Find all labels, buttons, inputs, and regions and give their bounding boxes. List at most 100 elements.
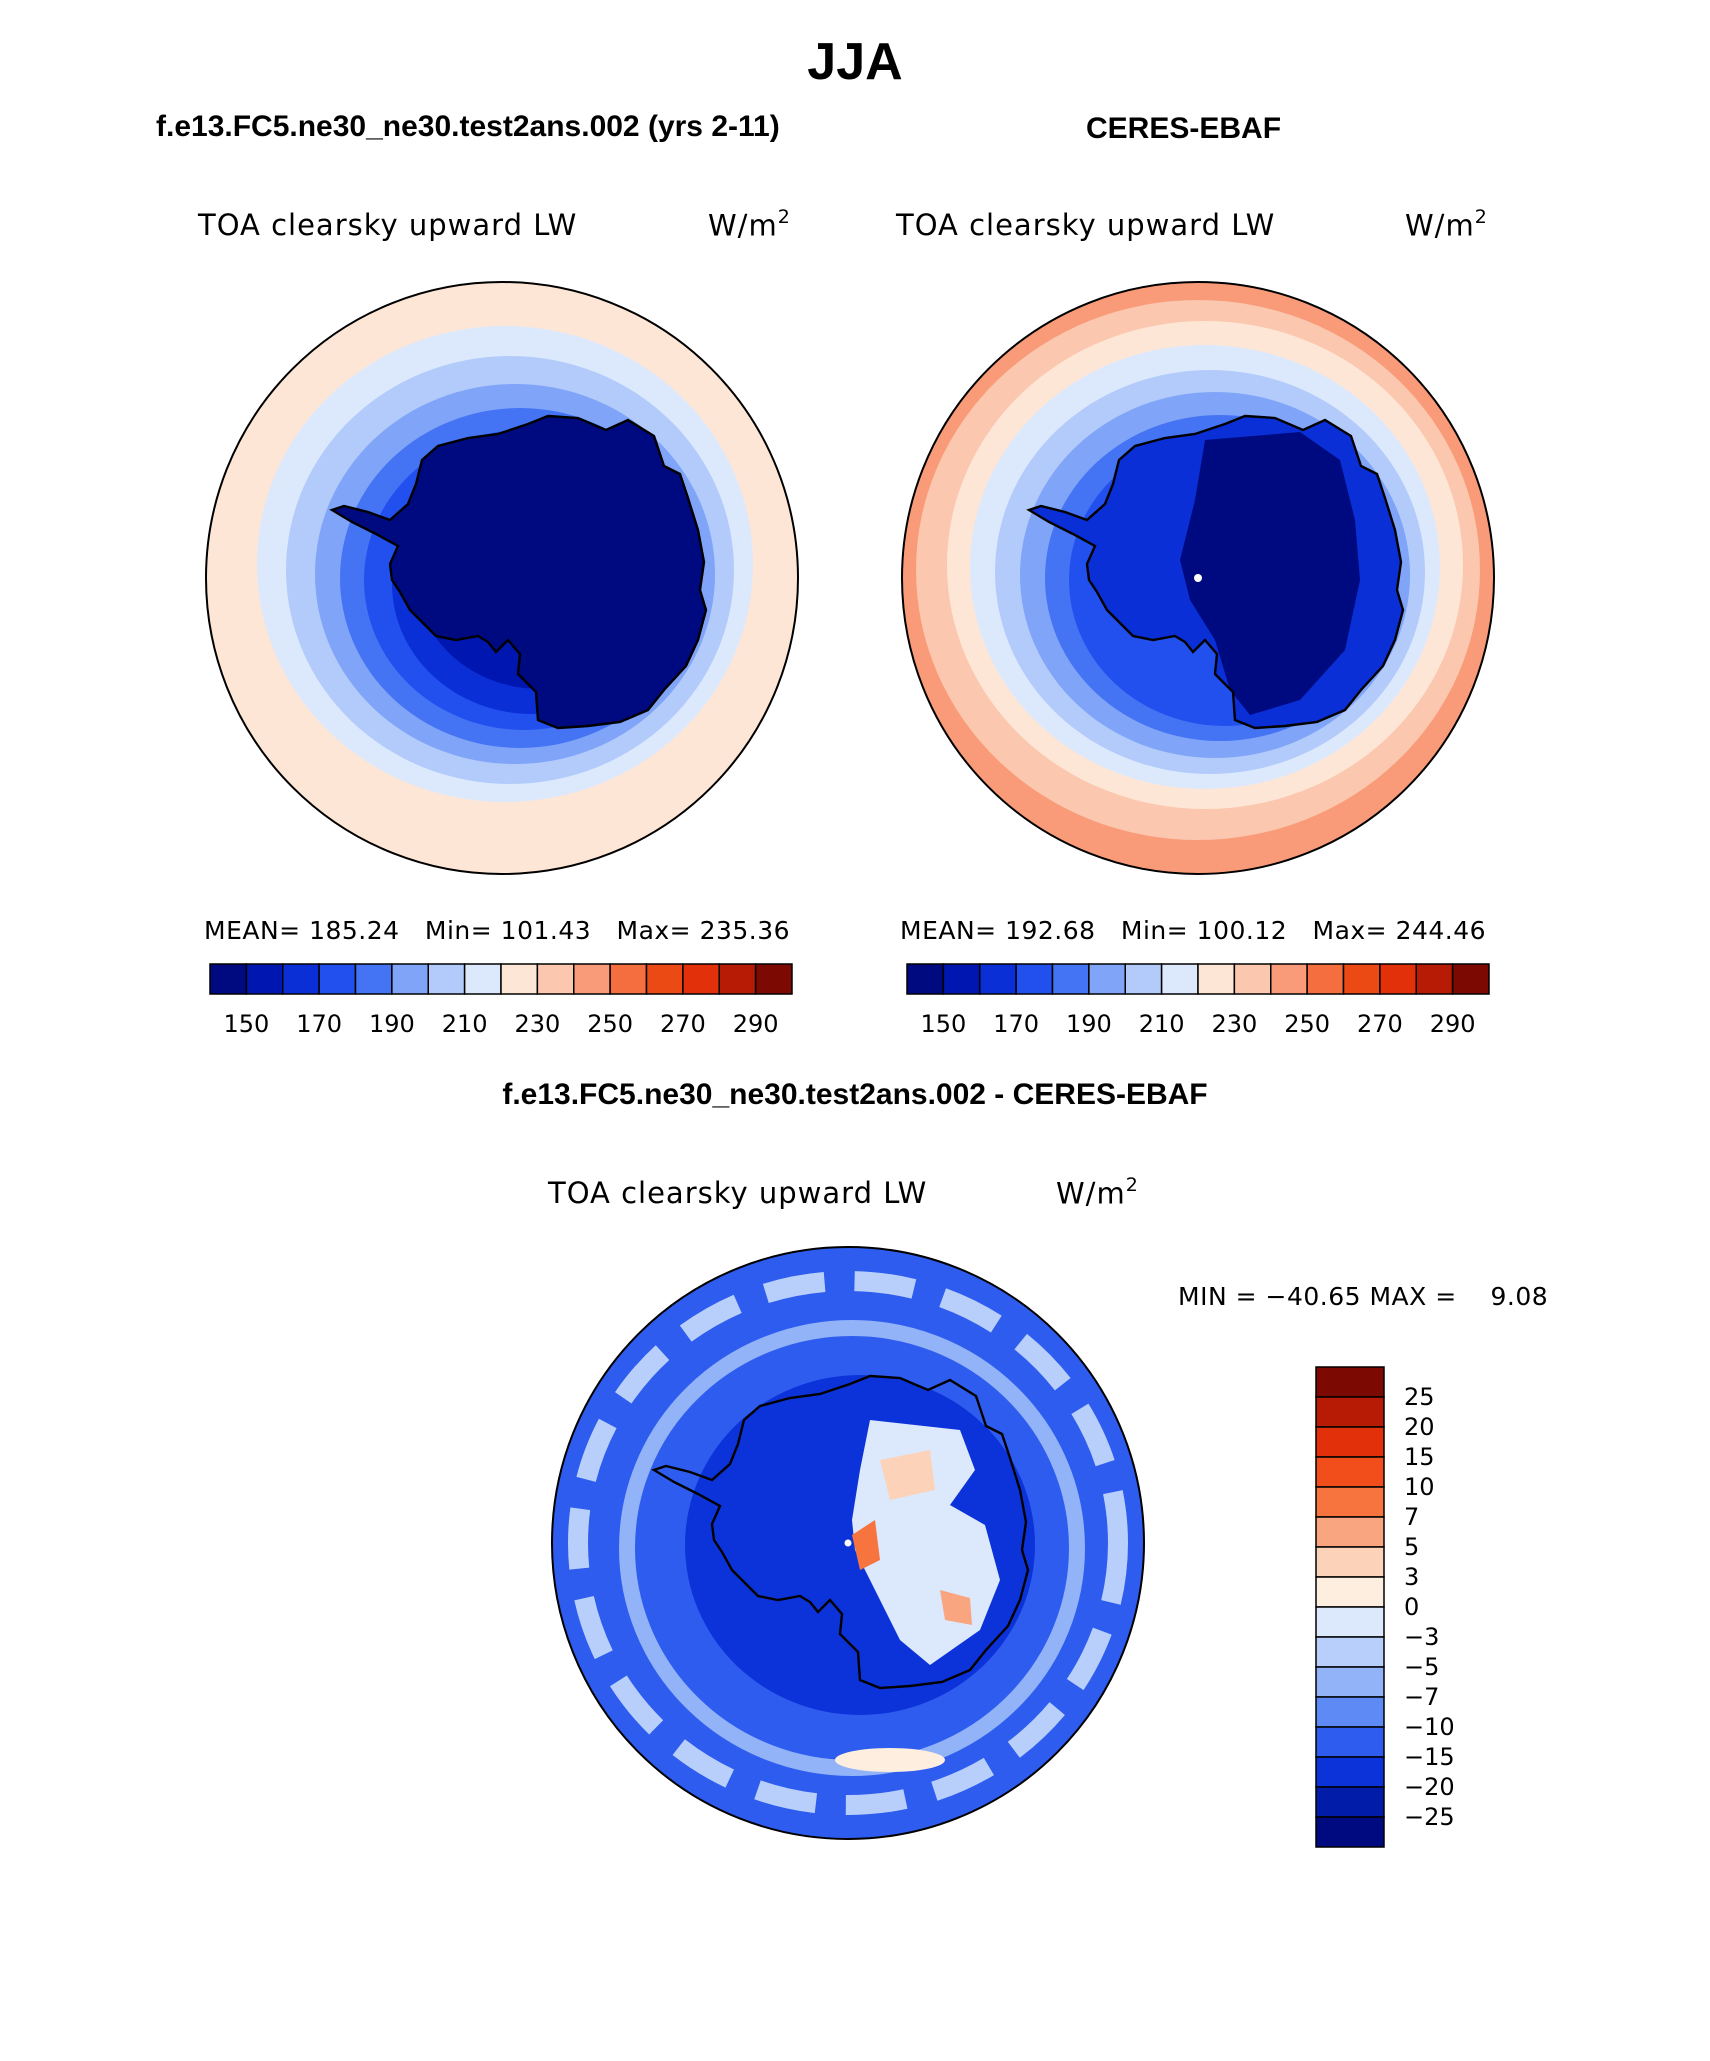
colorbar-diff-tick-label: 7: [1404, 1503, 1419, 1531]
map-obs-border: [901, 281, 1495, 875]
map-model: [206, 282, 798, 874]
map-diff: [552, 1247, 1144, 1839]
colorbar-obs-swatch: [1233, 963, 1272, 995]
colorbar-obs-swatch: [1088, 963, 1126, 995]
colorbar-diff-tick-label: 25: [1404, 1383, 1435, 1411]
colorbar-obs-swatch: [979, 963, 1017, 995]
colorbar-model-swatch: [245, 963, 284, 995]
colorbar-obs-swatch: [1015, 963, 1054, 995]
colorbar-model-tick-label: 270: [660, 1010, 706, 1038]
colorbar-diff-tick-label: −3: [1404, 1623, 1439, 1651]
colorbar-model-swatch: [718, 963, 757, 995]
colorbar-model: 150 170 190 210 230 250 270 290: [209, 963, 793, 1038]
colorbar-diff-tick-label: −5: [1404, 1653, 1439, 1681]
colorbar-obs-swatch: [1197, 963, 1236, 995]
colorbar-model-swatch: [354, 963, 393, 995]
map-diff-pole-marker: [844, 1539, 852, 1547]
colorbar-diff-swatch: [1315, 1396, 1385, 1428]
colorbar-diff-tick-label: −20: [1404, 1773, 1455, 1801]
colorbar-model-swatch: [536, 963, 575, 995]
colorbar-obs-tick-label: 230: [1211, 1010, 1257, 1038]
colorbar-obs-tick-label: 250: [1284, 1010, 1330, 1038]
panel-title-model: f.e13.FC5.ne30_ne30.test2ans.002 (yrs 2-…: [156, 110, 780, 143]
colorbar-model-swatch: [500, 963, 539, 995]
variable-label-model: TOA clearsky upward LW: [198, 208, 578, 242]
colorbar-model-tick-label: 150: [223, 1010, 269, 1038]
map-obs: [902, 282, 1494, 874]
colorbar-model-swatch: [318, 963, 357, 995]
colorbar-diff-tick-label: 20: [1404, 1413, 1435, 1441]
map-diff-border: [551, 1246, 1145, 1840]
colorbar-diff-tick-label: −15: [1404, 1743, 1455, 1771]
panel-title-obs: CERES-EBAF: [1086, 112, 1282, 145]
colorbar-diff-swatch: [1315, 1576, 1385, 1608]
colorbar-diff-swatch: [1315, 1696, 1385, 1728]
colorbar-obs-swatch: [1306, 963, 1345, 995]
map-diff-band-plus3: [880, 1450, 935, 1500]
map-diff-band-plus5: [940, 1590, 972, 1625]
colorbar-diff-swatch: [1315, 1366, 1385, 1398]
main-title: JJA: [807, 33, 903, 91]
colorbar-diff-swatch: [1315, 1516, 1385, 1548]
colorbar-obs-swatch: [1342, 963, 1381, 995]
colorbar-diff-tick-label: −7: [1404, 1683, 1439, 1711]
colorbar-diff-tick-label: 10: [1404, 1473, 1435, 1501]
colorbar-obs-tick-label: 150: [920, 1010, 966, 1038]
map-obs-pole-marker: [1194, 574, 1202, 582]
colorbar-model-swatch: [609, 963, 648, 995]
colorbar-diff-swatch: [1315, 1426, 1385, 1458]
colorbar-obs-swatch: [1051, 963, 1090, 995]
colorbar-model-tick-label: 250: [587, 1010, 633, 1038]
units-label-model: W/m2: [708, 206, 791, 243]
map-obs-band-low: [1180, 432, 1360, 715]
colorbar-model-tick-label: 210: [442, 1010, 488, 1038]
colorbar-obs-swatch: [1160, 963, 1199, 995]
colorbar-model-tick-label: 190: [369, 1010, 415, 1038]
colorbar-diff-swatch: [1315, 1816, 1385, 1848]
colorbar-model-swatch: [282, 963, 320, 995]
colorbar-model-swatch: [754, 963, 793, 995]
colorbar-diff-tick-label: −25: [1404, 1803, 1455, 1831]
colorbar-diff-tick-label: 15: [1404, 1443, 1435, 1471]
colorbar-obs-tick-label: 170: [993, 1010, 1039, 1038]
colorbar-diff-tick-label: 3: [1404, 1563, 1419, 1591]
colorbar-model-swatch: [391, 963, 429, 995]
colorbar-diff-tick-label: −10: [1404, 1713, 1455, 1741]
units-label-diff: W/m2: [1056, 1174, 1139, 1211]
colorbar-model-tick-label: 230: [514, 1010, 560, 1038]
map-diff-band-plus0-north: [835, 1748, 945, 1772]
colorbar-diff-swatch: [1315, 1756, 1385, 1788]
colorbar-model-swatch: [573, 963, 611, 995]
colorbar-obs-swatch: [942, 963, 981, 995]
colorbar-diff-tick-label: 5: [1404, 1533, 1419, 1561]
colorbar-obs-tick-label: 210: [1139, 1010, 1185, 1038]
colorbar-diff-swatch: [1315, 1456, 1385, 1488]
colorbar-diff-swatch: [1315, 1726, 1385, 1758]
colorbar-model-tick-label: 290: [733, 1010, 779, 1038]
colorbar-diff-swatch: [1315, 1786, 1385, 1818]
colorbar-obs-swatch: [1379, 963, 1417, 995]
colorbar-obs-tick-label: 290: [1430, 1010, 1476, 1038]
map-model-border: [205, 281, 799, 875]
colorbar-obs-swatch: [1415, 963, 1454, 995]
stats-model: MEAN= 185.24 Min= 101.43 Max= 235.36: [204, 916, 791, 945]
units-label-obs: W/m2: [1405, 206, 1488, 243]
colorbar-model-swatch: [645, 963, 684, 995]
map-model-south-america-tip: [206, 462, 212, 476]
colorbar-diff-swatch: [1315, 1606, 1385, 1638]
colorbar-obs: 150 170 190 210 230 250 270 290: [906, 963, 1490, 1038]
colorbar-model-swatch: [209, 963, 248, 995]
colorbar-model-swatch: [682, 963, 720, 995]
stats-obs: MEAN= 192.68 Min= 100.12 Max= 244.46: [900, 916, 1487, 945]
colorbar-diff-tick-label: 0: [1404, 1593, 1419, 1621]
colorbar-obs-swatch: [1451, 963, 1490, 995]
variable-label-obs: TOA clearsky upward LW: [896, 208, 1276, 242]
colorbar-model-swatch: [463, 963, 502, 995]
colorbar-obs-tick-label: 190: [1066, 1010, 1112, 1038]
colorbar-obs-swatch: [906, 963, 945, 995]
stats-diff: MIN = −40.65 MAX = 9.08: [1178, 1282, 1549, 1311]
colorbar-obs-tick-label: 270: [1357, 1010, 1403, 1038]
colorbar-obs-swatch: [1270, 963, 1308, 995]
